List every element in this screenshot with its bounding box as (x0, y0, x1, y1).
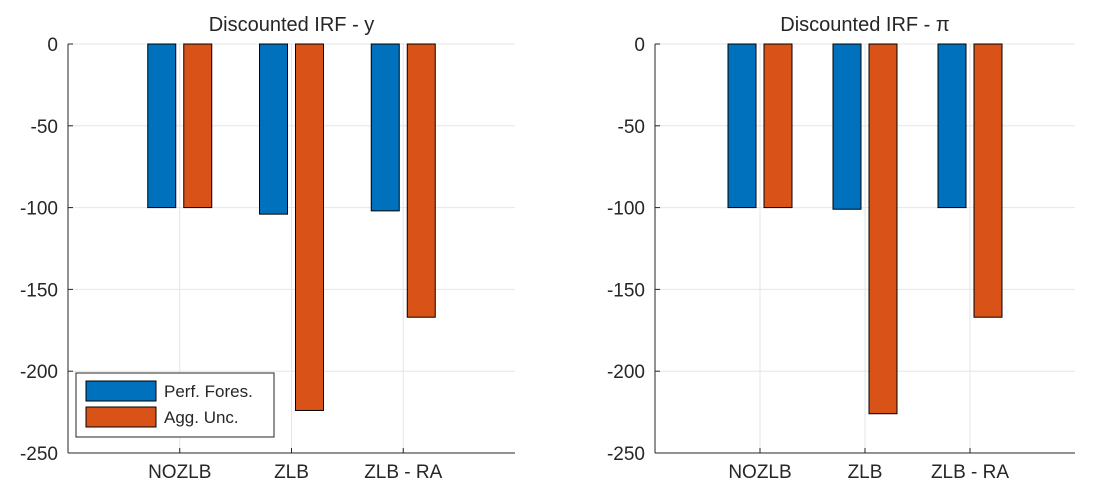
y-tick-label: -200 (20, 362, 58, 383)
legend-swatch (85, 380, 157, 402)
bar-perf-fores-zlb (832, 43, 862, 210)
bar-agg-unc-nozlb (183, 43, 213, 209)
y-tick-label: -50 (31, 117, 58, 138)
x-tick-label: ZLB (274, 462, 309, 483)
y-tick-label: -200 (607, 362, 645, 383)
bar-agg-unc-zlb (295, 43, 324, 411)
x-tick-label: NOZLB (148, 462, 211, 483)
y-tick-label: -150 (607, 280, 645, 301)
chart-title: Discounted IRF - y (209, 14, 375, 36)
x-tick-label: ZLB (848, 462, 883, 483)
y-tick-label: -100 (20, 199, 58, 220)
chart-panel-1: 0 -50 -100 -150 -200 -250 NOZLB ZLB ZLB - RA Disc… (20, 14, 515, 483)
bar-perf-fores-zlb-ra (370, 43, 400, 212)
chart-title: Discounted IRF - π (780, 14, 949, 36)
x-tick-label: ZLB - RA (364, 462, 442, 483)
x-tick-label: ZLB - RA (931, 462, 1009, 483)
legend-swatch (85, 406, 157, 428)
legend-label: Perf. Fores. (164, 382, 253, 401)
bar-perf-fores-nozlb (147, 43, 177, 209)
bar-agg-unc-zlb (868, 43, 898, 415)
bar-perf-fores-zlb (259, 43, 288, 215)
y-tick-label: -50 (618, 117, 645, 138)
bar-perf-fores-zlb-ra (937, 43, 967, 209)
y-tick-label: -150 (20, 280, 58, 301)
chart-panel-2: 0 -50 -100 -150 -200 -250 NOZLB ZLB ZLB - RA Disc… (607, 14, 1075, 483)
bar-perf-fores-nozlb (727, 43, 757, 209)
legend-label: Agg. Unc. (164, 408, 239, 427)
x-tick-label: NOZLB (728, 462, 791, 483)
y-tick-label: -100 (607, 199, 645, 220)
y-tick-label: -250 (607, 444, 645, 465)
bar-agg-unc-zlb-ra (973, 43, 1003, 318)
y-tick-label: -250 (20, 444, 58, 465)
bar-agg-unc-zlb-ra (406, 43, 436, 318)
y-tick-label: 0 (634, 35, 645, 56)
bar-agg-unc-nozlb (763, 43, 793, 209)
y-tick-label: 0 (47, 35, 58, 56)
